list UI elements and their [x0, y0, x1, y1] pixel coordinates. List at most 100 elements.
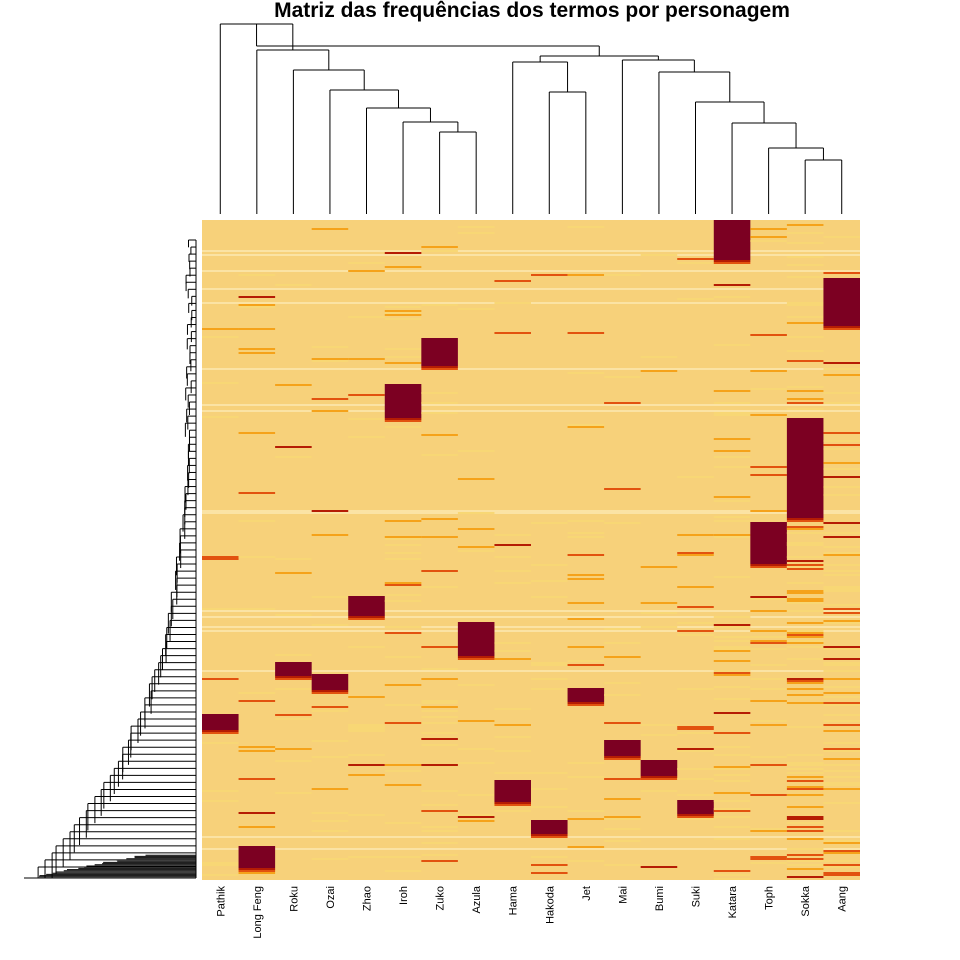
- heatmap-cell-zuko: [421, 536, 458, 538]
- heatmap-cell-zuko: [421, 860, 458, 862]
- heatmap-cell-aang: [823, 782, 860, 786]
- heatmap-cell-jet: [567, 664, 605, 666]
- heatmap-cell-zhao: [348, 270, 385, 272]
- heatmap-cell-ozai: [311, 812, 349, 814]
- heatmap-cell-mai: [604, 798, 641, 800]
- heatmap-cell-toph: [750, 610, 787, 612]
- heatmap-cell-toph: [750, 640, 787, 642]
- heatmap-cell-hakoda: [531, 596, 568, 598]
- heatmap-cell-ozai: [311, 410, 349, 412]
- heatmap-cell-aang: [823, 326, 860, 328]
- heatmap-cell-ozai: [311, 858, 349, 860]
- heatmap-cell-sokka: [786, 264, 824, 266]
- heatmap-cell-zuko: [421, 392, 458, 394]
- heatmap-cell-aang: [823, 648, 860, 650]
- heatmap-cell-bumi: [640, 356, 678, 358]
- heatmap-cell-sokka: [786, 780, 824, 782]
- heatmap-cell-zuko: [421, 366, 458, 368]
- heatmap-cell-aang: [823, 272, 860, 274]
- heatmap-cell-azula: [457, 656, 495, 658]
- heatmap-cell-aang: [823, 852, 860, 854]
- heatmap-cell-aang: [823, 788, 860, 790]
- heatmap-cell-sokka: [786, 610, 824, 612]
- heatmap-cell-hama: [494, 810, 531, 812]
- heatmap-cell-azula: [457, 762, 495, 764]
- heatmap-cell-suki: [677, 534, 714, 536]
- column-label-hama: Hama: [508, 885, 520, 915]
- heatmap-cell-sokka: [786, 542, 824, 546]
- heatmap-cell-pathik: [202, 862, 239, 866]
- heatmap-cell-katara: [713, 774, 751, 776]
- heatmap-cell-azula: [457, 512, 495, 514]
- heatmap-cell-aang: [823, 646, 860, 648]
- heatmap-cell-pathik: [202, 382, 239, 384]
- heatmap-cell-jet: [567, 536, 605, 538]
- heatmap-cell-aang: [823, 448, 860, 450]
- heatmap-cell-katara: [713, 640, 751, 642]
- heatmap-cell-sokka: [786, 532, 824, 534]
- column-label-jet: Jet: [581, 886, 593, 901]
- heatmap-cell-mai: [604, 756, 641, 758]
- heatmap-cell-zhao: [348, 646, 385, 648]
- heatmap-cell-katara: [713, 636, 751, 638]
- heatmap-cell-katara: [713, 650, 751, 652]
- heatmap-cell-katara: [713, 534, 751, 536]
- heatmap-cell-zuko: [421, 454, 458, 456]
- heatmap-cell-aang: [823, 770, 860, 772]
- heatmap-cell-sokka: [786, 826, 824, 828]
- heatmap-cell-hakoda: [531, 834, 568, 836]
- heatmap-cell-mai: [604, 488, 641, 490]
- heatmap-cell-long-feng: [238, 746, 276, 748]
- heatmap-cell-pathik: [202, 678, 239, 680]
- heatmap-cell-zuko: [421, 810, 458, 812]
- heatmap-cell-aang: [823, 840, 860, 842]
- heatmap-cell-iroh: [384, 684, 422, 686]
- heatmap-row-band: [202, 848, 860, 850]
- heatmap-cell-zuko: [421, 790, 458, 792]
- heatmap-cell-toph: [750, 648, 787, 650]
- heatmap-row-band: [202, 270, 860, 272]
- heatmap-cell-iroh: [384, 558, 422, 560]
- heatmap-cell-azula: [457, 794, 495, 796]
- heatmap-cell-katara: [713, 698, 751, 700]
- heatmap-cell-katara: [713, 826, 751, 828]
- column-label-long-feng: Long Feng: [252, 886, 264, 939]
- heatmap-cell-katara: [713, 878, 751, 880]
- column-label-iroh: Iroh: [398, 886, 410, 905]
- heatmap-cell-hama: [494, 780, 531, 802]
- heatmap-cell-aang: [823, 704, 860, 706]
- heatmap-cell-iroh: [384, 656, 422, 658]
- heatmap-cell-azula: [457, 308, 495, 310]
- heatmap-cell-katara: [713, 536, 751, 538]
- heatmap-cell-ozai: [311, 756, 349, 758]
- heatmap-cell-aang: [823, 748, 860, 750]
- heatmap-cell-long-feng: [238, 352, 276, 354]
- heatmap-cell-aang: [823, 604, 860, 606]
- heatmap-cell-sokka: [786, 702, 824, 704]
- heatmap-cell-katara: [713, 792, 751, 794]
- heatmap-cell-ozai: [311, 360, 349, 362]
- heatmap-grid: [202, 220, 860, 880]
- heatmap-cell-zuko: [421, 412, 458, 414]
- heatmap-cell-zuko: [421, 678, 458, 680]
- heatmap-cell-iroh: [384, 314, 422, 316]
- heatmap-cell-toph: [750, 228, 787, 230]
- heatmap-cell-suki: [677, 726, 714, 730]
- heatmap-cell-roku: [275, 456, 312, 458]
- heatmap-cell-hama: [494, 772, 531, 774]
- heatmap-cell-aang: [823, 742, 860, 744]
- heatmap-cell-sokka: [786, 642, 824, 644]
- heatmap-cell-hama: [494, 708, 531, 710]
- heatmap-cell-ozai: [311, 624, 349, 626]
- heatmap-cell-pathik: [202, 800, 239, 802]
- heatmap-cell-zhao: [348, 316, 385, 318]
- heatmap-cell-aang: [823, 714, 860, 716]
- heatmap-cell-sokka: [786, 398, 824, 400]
- heatmap-cell-aang: [823, 440, 860, 442]
- heatmap-cell-iroh: [384, 582, 422, 584]
- heatmap-cell-long-feng: [238, 348, 276, 350]
- heatmap-cell-katara: [713, 780, 751, 782]
- heatmap-cell-hakoda: [531, 678, 568, 680]
- heatmap-cell-aang: [823, 574, 860, 576]
- heatmap-cell-hama: [494, 658, 531, 660]
